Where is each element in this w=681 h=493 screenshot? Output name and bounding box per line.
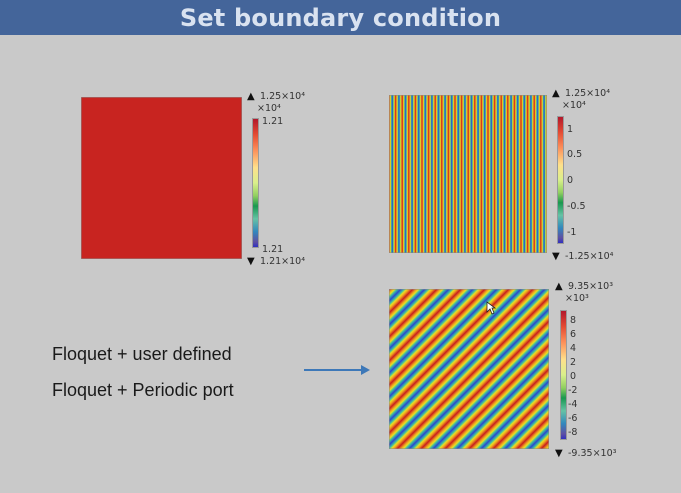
diagonal-tick-4: 4 [570,343,577,354]
uniform-field-image [81,97,242,259]
label-floquet-user-defined: Floquet + user defined [52,344,232,364]
min-marker-icon: ▼ [247,256,255,267]
uniform-max-label: 1.25×10⁴ [260,91,306,102]
right-arrow-icon [303,362,371,381]
max-marker-icon: ▲ [555,281,563,292]
vertical-stripes-plot [389,95,547,253]
mouse-cursor-icon [486,300,497,319]
vertical-stripes-image [389,95,547,253]
uniform-tick-top: 1.21 [262,116,284,127]
min-marker-icon: ▼ [552,251,560,262]
diagonal-tick-0: 0 [570,371,577,382]
vertical-colorbar [557,116,564,244]
slide-title: Set boundary condition [179,3,502,32]
vertical-tick-0: 0 [567,175,574,186]
title-bar: Set boundary condition [0,0,681,35]
min-marker-icon: ▼ [555,448,563,459]
uniform-multiplier: ×10⁴ [257,103,281,114]
vertical-tick-minus-1: -1 [567,227,577,238]
uniform-min-label: 1.21×10⁴ [260,256,306,267]
vertical-tick-minus-0.5: -0.5 [567,201,586,212]
diagonal-tick-minus-4: -4 [568,399,578,410]
diagonal-tick-6: 6 [570,329,577,340]
label-floquet-periodic-port: Floquet + Periodic port [52,380,234,400]
vertical-tick-1: 1 [567,124,574,135]
max-marker-icon: ▲ [552,88,560,99]
vertical-tick-0.5: 0.5 [567,149,583,160]
diagonal-multiplier: ×10³ [565,293,589,304]
uniform-field-plot [81,97,242,259]
max-marker-icon: ▲ [247,91,255,102]
vertical-max-label: 1.25×10⁴ [565,88,611,99]
vertical-multiplier: ×10⁴ [562,100,586,111]
diagonal-colorbar [560,310,567,440]
diagonal-max-label: 9.35×10³ [568,281,614,292]
diagonal-tick-2: 2 [570,357,577,368]
diagonal-stripes-plot [389,289,549,449]
uniform-tick-bottom: 1.21 [262,244,284,255]
diagonal-tick-minus-8: -8 [568,427,578,438]
vertical-min-label: -1.25×10⁴ [565,251,614,262]
uniform-colorbar [252,118,259,248]
diagonal-min-label: -9.35×10³ [568,448,617,459]
diagonal-tick-minus-6: -6 [568,413,578,424]
diagonal-tick-minus-2: -2 [568,385,578,396]
diagonal-stripes-image [389,289,549,449]
diagonal-tick-8: 8 [570,315,577,326]
